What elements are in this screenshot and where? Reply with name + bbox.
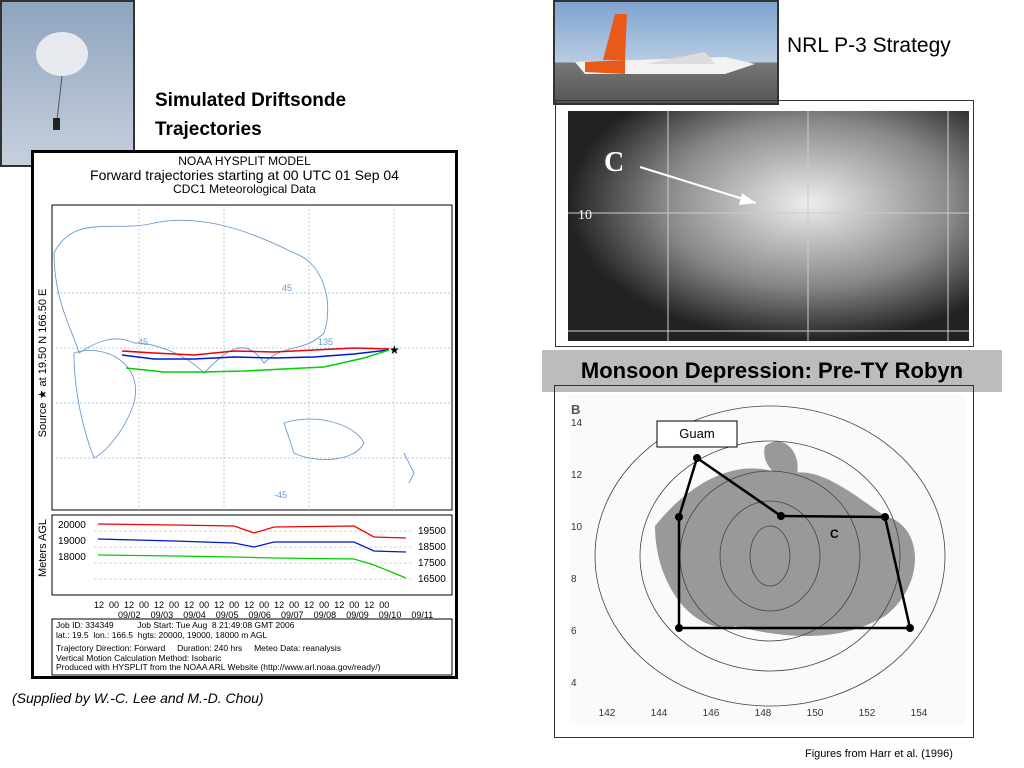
- map-drawing: Guam B C 142 144 146 148 150 152 154 14 12 10 8 6 4: [569, 394, 965, 724]
- end-height: 17500: [418, 558, 446, 569]
- storm-label: C: [830, 527, 839, 541]
- date-label: 09/08: [314, 610, 337, 620]
- lat-label: 6: [571, 626, 577, 637]
- satellite-frame: C 10: [555, 100, 974, 347]
- lat-label: 14: [571, 418, 583, 429]
- panel-label: B: [571, 402, 580, 417]
- header-line: Forward trajectories starting at 00 UTC …: [90, 167, 399, 183]
- date-label: 09/09: [346, 610, 369, 620]
- lon-label: 152: [859, 708, 876, 719]
- satellite-image: C 10: [568, 111, 969, 341]
- streamline-map: Guam B C 142 144 146 148 150 152 154 14 12 10 8 6 4: [554, 385, 974, 738]
- plane-drawing: [575, 14, 755, 74]
- lon-label: 154: [911, 708, 928, 719]
- lat-label: 12: [571, 470, 583, 481]
- date-label: 09/10: [379, 610, 402, 620]
- lon-label: 144: [651, 708, 668, 719]
- lon-label: 148: [755, 708, 772, 719]
- date-label: 09/07: [281, 610, 304, 620]
- hysplit-panel: NOAA HYSPLIT MODEL Forward trajectories …: [31, 150, 458, 679]
- source-note: Figures from Harr et al. (1996): [805, 748, 953, 760]
- lat-label: 10: [571, 522, 583, 533]
- end-height: 19500: [418, 526, 446, 537]
- height-axis-label: Meters AGL: [37, 519, 49, 577]
- plane-photo: [553, 0, 779, 105]
- guam-label: Guam: [679, 426, 714, 441]
- lon-label: 146: [703, 708, 720, 719]
- map-label: -45: [274, 490, 287, 500]
- date-label: 09/05: [216, 610, 239, 620]
- storm-label: C: [604, 147, 624, 178]
- hysplit-info: Job ID: 334349 Job Start: Tue Aug 8 21:4…: [56, 620, 381, 673]
- info-line: Trajectory Direction: Forward Duration: …: [56, 643, 342, 653]
- header-line: NOAA HYSPLIT MODEL: [178, 154, 311, 168]
- lat-label: 4: [571, 678, 577, 689]
- end-height: 18500: [418, 542, 446, 553]
- map-label: 135: [318, 337, 333, 347]
- source-label: Source ★ at 19.50 N 166.50 E: [37, 289, 49, 438]
- source-star: ★: [389, 343, 400, 357]
- date-label: 09/11: [411, 610, 433, 620]
- lat-label: 10: [578, 208, 592, 223]
- balloon-drawing: [36, 32, 88, 130]
- start-height: 19000: [58, 536, 86, 547]
- info-line: Vertical Motion Calculation Method: Isob…: [56, 652, 222, 663]
- credit: (Supplied by W.-C. Lee and M.-D. Chou): [12, 690, 264, 706]
- date-label: 09/03: [151, 610, 174, 620]
- date-label: 09/02: [118, 610, 141, 620]
- lon-label: 150: [807, 708, 824, 719]
- lat-label: 8: [571, 574, 577, 585]
- hysplit-drawing: ★ 45 45 135 -45 Source ★ at 19.50 N 166.…: [37, 204, 453, 676]
- hysplit-header: NOAA HYSPLIT MODEL Forward trajectories …: [34, 154, 455, 196]
- balloon-photo: [0, 0, 135, 167]
- header-line: CDC1 Meteorological Data: [173, 182, 316, 196]
- slide-title: Simulated Driftsonde Trajectories: [155, 90, 347, 140]
- date-label: 09/06: [248, 610, 271, 620]
- end-height: 16500: [418, 574, 446, 585]
- start-height: 20000: [58, 520, 86, 531]
- map-label: 45: [138, 337, 148, 347]
- date-label: 09/04: [183, 610, 206, 620]
- start-height: 18000: [58, 552, 86, 563]
- map-label: 45: [282, 283, 292, 293]
- lon-label: 142: [599, 708, 616, 719]
- time-row: 12 00 12 00 12 00 12 00 12 00 12 00 12 0…: [94, 600, 389, 610]
- info-line: lat.: 19.5 lon.: 166.5 hgts: 20000, 1900…: [56, 629, 268, 640]
- info-line: Produced with HYSPLIT from the NOAA ARL …: [56, 662, 381, 672]
- info-line: Job ID: 334349 Job Start: Tue Aug 8 21:4…: [56, 620, 295, 630]
- right-title: NRL P-3 Strategy: [787, 34, 951, 57]
